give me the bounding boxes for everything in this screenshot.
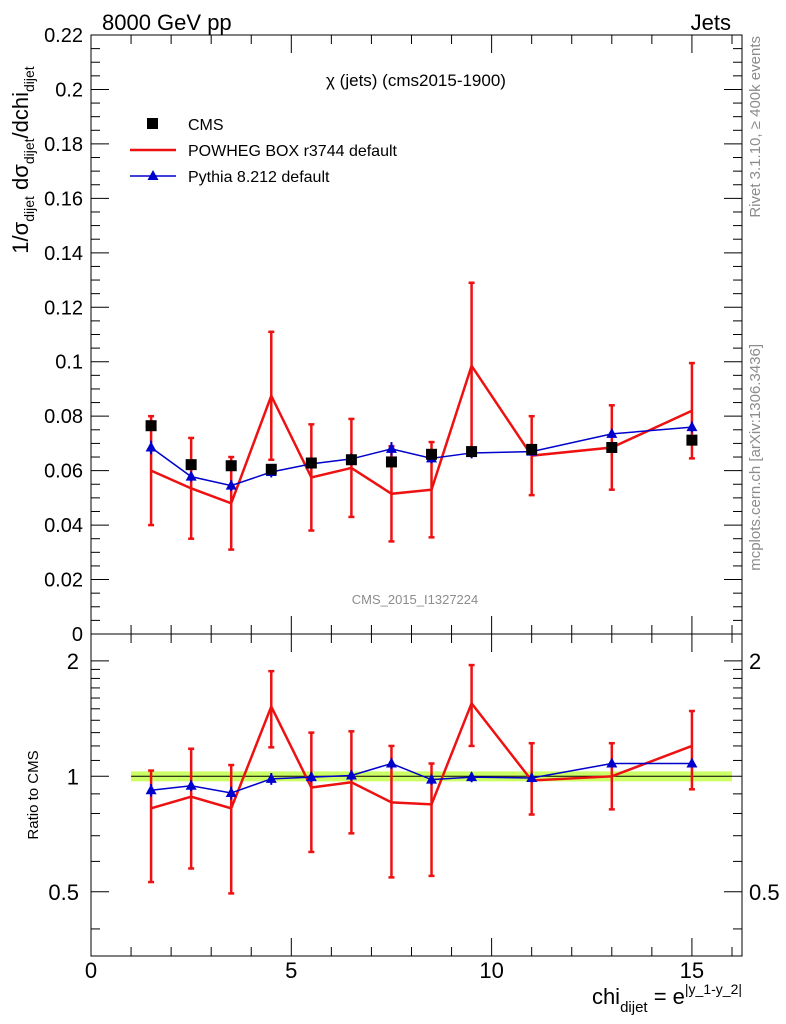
- ratio-axis-ticks: 0.5 0.5 1 2 2 0 5 10 15: [48, 634, 780, 983]
- main-y-tick-label: 0: [72, 624, 83, 646]
- main-y-tick-label: 0.18: [44, 134, 83, 156]
- cms-data-point: [466, 446, 478, 458]
- ratio-y-tick-label-right: 0.5: [749, 880, 780, 905]
- x-tick-label: 15: [680, 958, 704, 983]
- main-y-tick-label: 0.06: [44, 461, 83, 483]
- ratio-y-tick-label-right: 2: [749, 649, 761, 674]
- legend-powheg-label: POWHEG BOX r3744 default: [188, 143, 398, 160]
- powheg-line: [150, 362, 693, 505]
- ratio-series-layer: [145, 663, 698, 895]
- legend-pythia-label: Pythia 8.212 default: [188, 169, 330, 186]
- main-y-tick-label: 0.14: [44, 243, 83, 265]
- main-y-tick-label: 0.22: [44, 25, 83, 47]
- pythia-point: [686, 421, 698, 432]
- pythia-line: [150, 426, 692, 487]
- ratio-pythia-point: [426, 773, 438, 784]
- pythia-point: [145, 441, 157, 452]
- main-y-tick-label: 0.16: [44, 188, 83, 210]
- cms-data-point: [185, 459, 197, 471]
- mcplots-reference-label: mcplots.cern.ch [arXiv:1306.3436]: [747, 344, 764, 571]
- ratio-pythia-point: [265, 772, 277, 783]
- pythia-point: [185, 470, 197, 481]
- ratio-pythia-point: [225, 786, 237, 797]
- analysis-watermark: CMS_2015_I1327224: [352, 592, 479, 607]
- ratio-pythia-point: [466, 771, 478, 782]
- legend-pythia-marker: [147, 170, 159, 180]
- ratio-plot-frame: [90, 633, 743, 957]
- legend-cms-marker: [147, 118, 158, 129]
- ratio-pythia-point: [345, 769, 357, 780]
- legend-cms-label: CMS: [188, 117, 224, 134]
- cms-data-point: [686, 434, 698, 446]
- main-y-tick-label: 0.12: [44, 297, 83, 319]
- svg-text:chidijet = e|y_1-y_2|: chidijet = e|y_1-y_2|: [592, 981, 742, 1016]
- cms-data-point: [305, 457, 317, 469]
- svg-text:1/σdijet dσdijet/dchidijet: 1/σdijet dσdijet/dchidijet: [8, 66, 37, 254]
- main-y-tick-label: 0.08: [44, 406, 83, 428]
- ratio-powheg-line: [150, 700, 693, 810]
- main-series-layer: [145, 281, 698, 551]
- ratio-y-tick-label-left: 0.5: [48, 880, 79, 905]
- x-tick-label: 10: [479, 958, 503, 983]
- cms-data-point: [606, 441, 618, 453]
- ratio-pythia-point: [185, 779, 197, 790]
- cms-data-point: [145, 420, 157, 432]
- pythia-point: [606, 427, 618, 438]
- x-tick-label: 5: [285, 958, 297, 983]
- cms-data-point: [526, 443, 538, 455]
- main-y-tick-label: 0.04: [44, 515, 83, 537]
- ratio-y-tick-label-left: 2: [67, 649, 79, 674]
- ratio-pythia-point: [526, 771, 538, 782]
- header-process-label: Jets: [691, 10, 731, 35]
- plot-title: χ (jets) (cms2015-1900): [326, 71, 506, 90]
- pythia-point: [385, 442, 397, 453]
- ratio-pythia-point: [305, 771, 317, 782]
- ratio-pythia-point: [686, 757, 698, 768]
- ratio-y-axis-label: Ratio to CMS: [25, 750, 42, 839]
- ratio-pythia-point: [606, 757, 618, 768]
- ratio-pythia-line: [151, 762, 692, 794]
- cms-data-point: [265, 463, 277, 475]
- x-tick-label: 0: [85, 958, 97, 983]
- x-axis-label: chidijet = e|y_1-y_2|: [592, 981, 742, 1016]
- header-energy-label: 8000 GeV pp: [102, 10, 232, 35]
- main-y-tick-label: 0.1: [55, 352, 83, 374]
- cms-data-point: [385, 456, 397, 468]
- main-y-tick-label: 0.2: [55, 79, 83, 101]
- cms-data-point: [225, 460, 237, 472]
- rivet-version-label: Rivet 3.1.10, ≥ 400k events: [747, 36, 764, 218]
- pythia-point: [225, 479, 237, 490]
- main-axis-ticks: 0 0.02 0.04 0.06 0.08 0.1 0.12 0.14 0.16 0.18 0.2 0…: [44, 25, 742, 646]
- ratio-pythia-point: [145, 784, 157, 795]
- main-y-tick-label: 0.02: [44, 570, 83, 592]
- ratio-pythia-point: [385, 757, 397, 768]
- cms-data-point: [426, 448, 438, 460]
- main-y-axis-label: 1/σdijet dσdijet/dchidijet: [8, 66, 37, 254]
- legend: CMS POWHEG BOX r3744 default Pythia 8.21…: [130, 117, 398, 186]
- ratio-y-tick-label-left: 1: [67, 764, 79, 789]
- cms-data-point: [345, 454, 357, 466]
